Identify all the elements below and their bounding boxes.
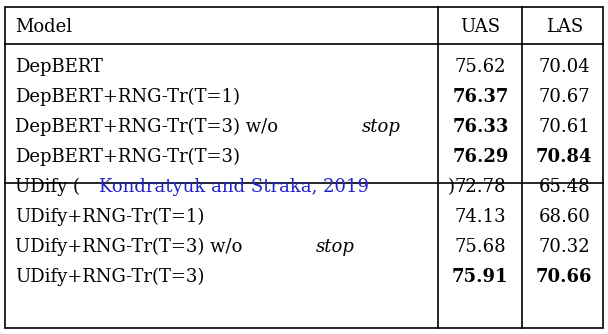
Text: 76.29: 76.29 <box>452 148 508 166</box>
Text: 72.78: 72.78 <box>455 178 506 196</box>
Text: DepBERT+RNG-Tr(T=3): DepBERT+RNG-Tr(T=3) <box>15 148 240 166</box>
Text: 65.48: 65.48 <box>539 178 590 196</box>
Text: UDify+RNG-Tr(T=1): UDify+RNG-Tr(T=1) <box>15 208 204 226</box>
Text: UDify+RNG-Tr(T=3) w/o: UDify+RNG-Tr(T=3) w/o <box>15 238 248 256</box>
Text: stop: stop <box>362 118 401 136</box>
Text: 68.60: 68.60 <box>538 208 590 226</box>
Text: 75.91: 75.91 <box>452 268 508 286</box>
Text: 70.04: 70.04 <box>539 58 590 76</box>
Text: 75.62: 75.62 <box>455 58 506 76</box>
Text: 76.37: 76.37 <box>452 88 508 106</box>
Text: 70.66: 70.66 <box>536 268 592 286</box>
Text: 70.67: 70.67 <box>539 88 590 106</box>
Text: DepBERT+RNG-Tr(T=3) w/o: DepBERT+RNG-Tr(T=3) w/o <box>15 118 284 136</box>
Text: DepBERT+RNG-Tr(T=1): DepBERT+RNG-Tr(T=1) <box>15 88 240 106</box>
Text: 75.68: 75.68 <box>455 238 506 256</box>
Text: UDify (: UDify ( <box>15 178 80 196</box>
Text: 70.84: 70.84 <box>536 148 592 166</box>
Text: DepBERT: DepBERT <box>15 58 103 76</box>
Text: UDify+RNG-Tr(T=3): UDify+RNG-Tr(T=3) <box>15 268 204 286</box>
Text: 70.32: 70.32 <box>539 238 590 256</box>
Text: ): ) <box>447 178 454 196</box>
Text: stop: stop <box>316 238 355 256</box>
Text: LAS: LAS <box>545 18 583 36</box>
Text: Model: Model <box>15 18 72 36</box>
Text: 76.33: 76.33 <box>452 118 508 136</box>
Text: 74.13: 74.13 <box>455 208 506 226</box>
Text: 70.61: 70.61 <box>538 118 590 136</box>
Text: Kondratyuk and Straka, 2019: Kondratyuk and Straka, 2019 <box>99 178 369 196</box>
Text: UAS: UAS <box>460 18 500 36</box>
